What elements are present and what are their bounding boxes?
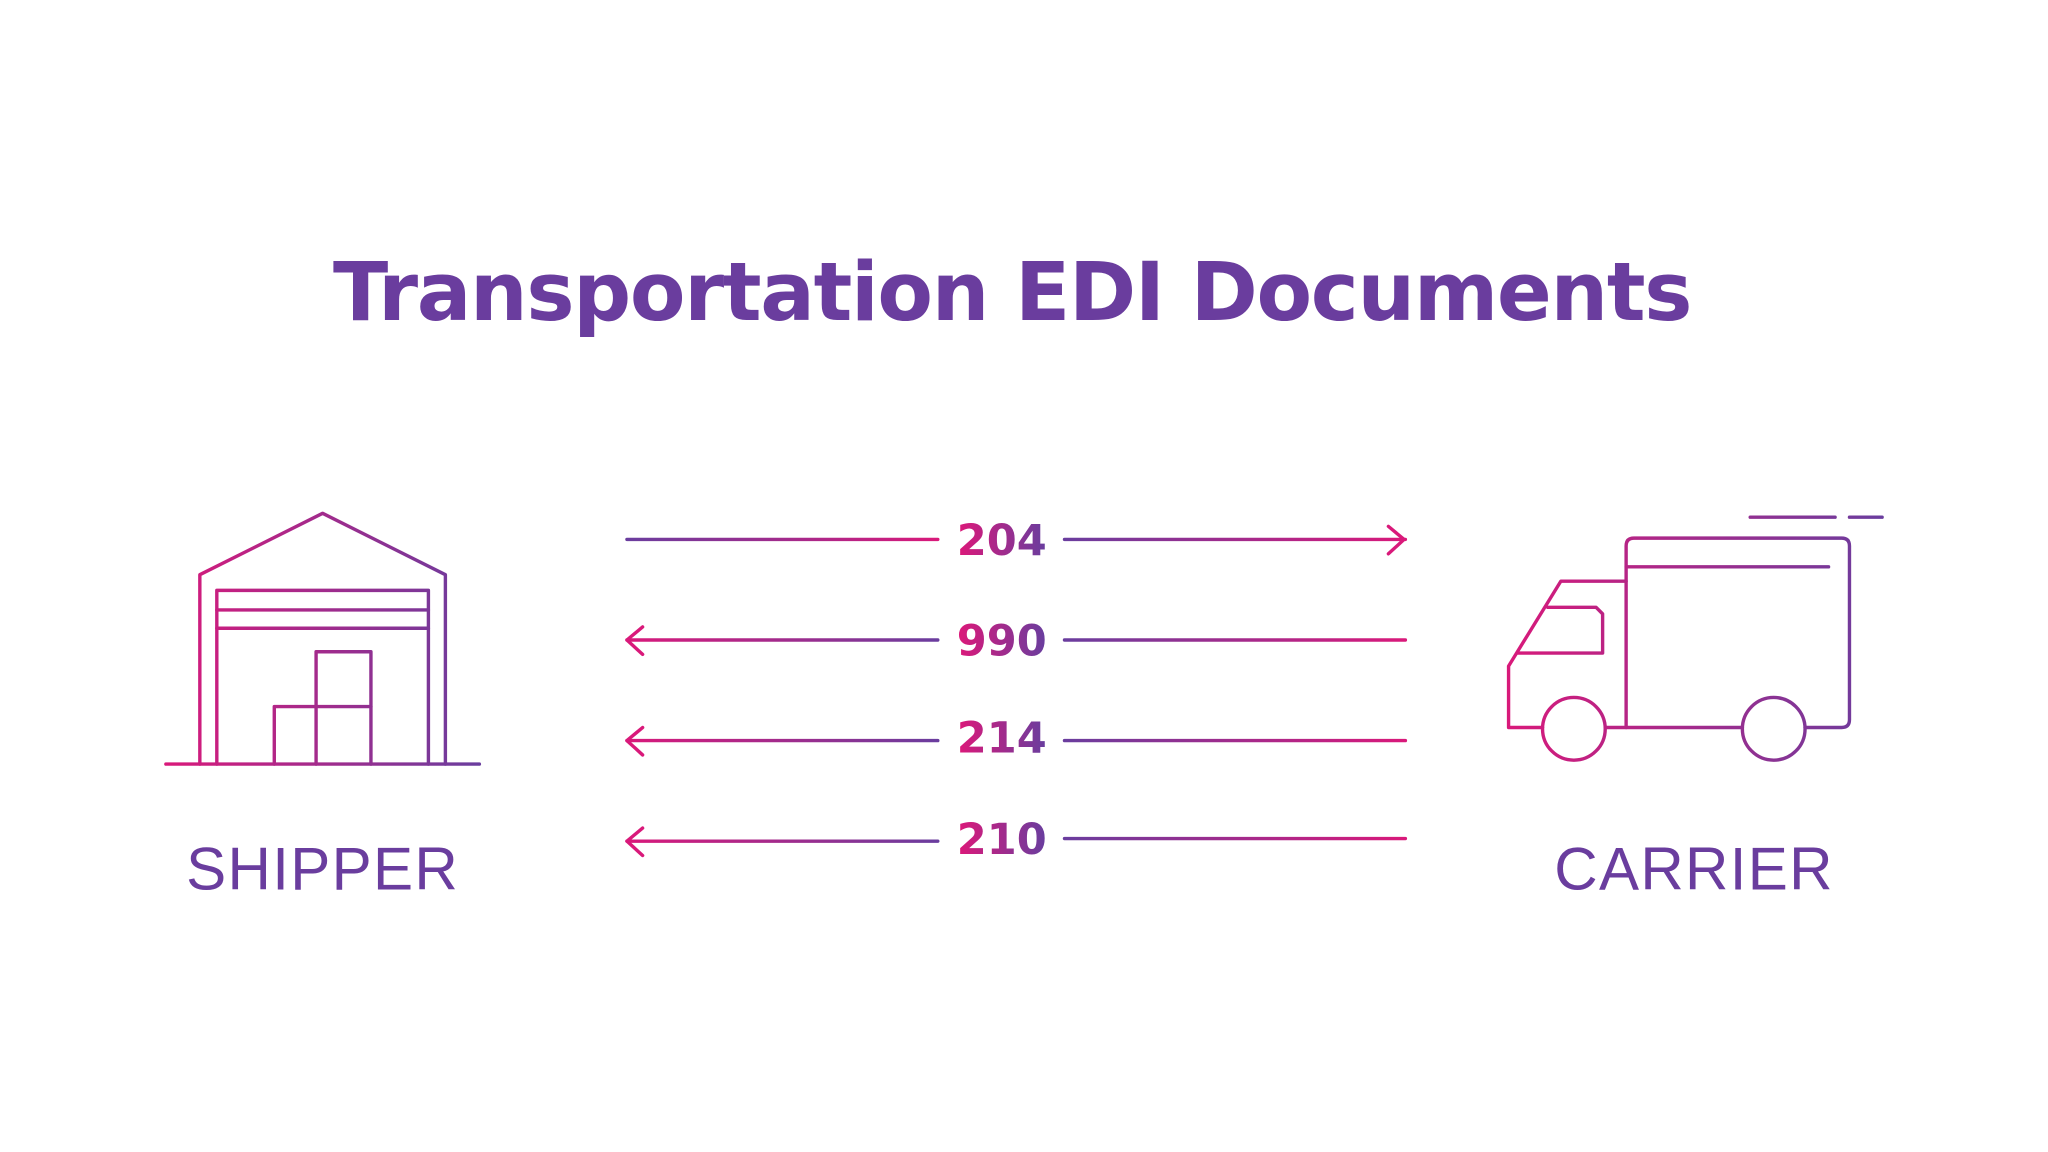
warehouse-icon bbox=[164, 511, 482, 766]
document-code: 210 bbox=[957, 815, 1047, 865]
arrow-head-left-icon bbox=[625, 725, 645, 757]
document-code: 214 bbox=[957, 713, 1047, 763]
arrow-head-left-icon bbox=[625, 826, 645, 858]
arrow-head-right-icon bbox=[1386, 524, 1406, 556]
document-code: 990 bbox=[957, 617, 1047, 667]
carrier-label: CARRIER bbox=[1554, 835, 1834, 902]
document-flow-214: 214 bbox=[625, 713, 1408, 763]
document-flow-204: 204 bbox=[625, 516, 1408, 566]
truck-icon bbox=[1506, 515, 1884, 762]
shipper-label: SHIPPER bbox=[186, 835, 459, 902]
document-flow-210: 210 bbox=[625, 815, 1408, 865]
document-code: 204 bbox=[957, 516, 1047, 566]
document-flow-990: 990 bbox=[625, 617, 1408, 667]
page-title: Transportation EDI Documents bbox=[333, 246, 1691, 340]
arrow-head-left-icon bbox=[625, 625, 645, 657]
